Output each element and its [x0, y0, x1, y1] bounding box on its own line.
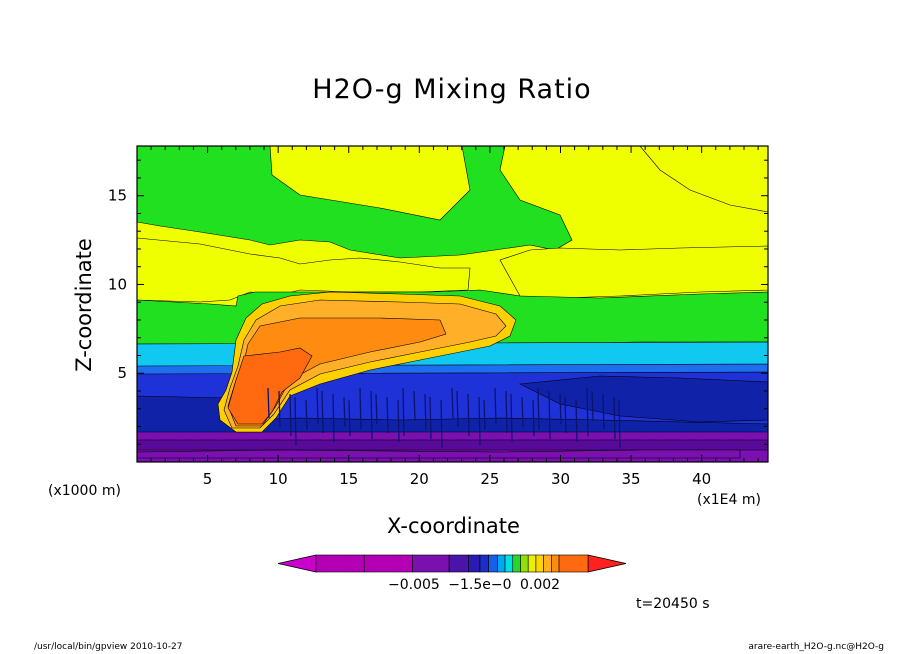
turbulence-line [424, 393, 427, 431]
turbulence-line [564, 396, 567, 434]
colorbar-segment [512, 554, 521, 573]
turbulence-line [537, 387, 540, 431]
colorbar-segment [412, 554, 450, 573]
y-tick-label: 15 [108, 187, 127, 205]
x-tick-label: 5 [203, 470, 213, 488]
colorbar-segment [468, 554, 481, 573]
turbulence-line [451, 387, 454, 419]
turbulence-line [359, 387, 362, 431]
colorbar [277, 554, 627, 573]
contour-field [137, 146, 768, 462]
x-tick-label: 20 [410, 470, 429, 488]
turbulence-line [386, 396, 389, 434]
footer-left: /usr/local/bin/gpview 2010-10-27 [34, 642, 183, 652]
x-tick-label: 10 [269, 470, 288, 488]
turbulence-line [321, 390, 324, 434]
x-tick-label: 30 [551, 470, 570, 488]
turbulence-line [521, 396, 524, 428]
band-green-top [137, 146, 573, 259]
axes: 5 10 15 20 25 30 35 40 5 10 15 [108, 145, 769, 488]
plume-orange-dark [227, 347, 313, 425]
band-purple-bottom [137, 449, 741, 459]
turbulence-line [278, 390, 281, 428]
band-blue-dark-lens [518, 375, 768, 423]
colorbar-segment [520, 554, 529, 573]
x-axis-label: X-coordinate [0, 514, 904, 538]
x-axis-label-text: X-coordinate [387, 514, 520, 538]
colorbar-segment [488, 554, 498, 573]
turbulence-line [575, 399, 578, 443]
turbulence-line [375, 393, 378, 425]
colorbar-segment [551, 554, 560, 573]
band-purple-dark [137, 439, 768, 451]
band-yellow-right-mid [499, 245, 768, 299]
field-layers [137, 146, 768, 462]
colorbar-arrow-left [277, 554, 317, 573]
y-tick-label: 10 [108, 275, 127, 293]
turbulence-line [348, 399, 351, 437]
x-unit-left: (x1000 m) [48, 483, 121, 499]
colorbar-segment [535, 554, 544, 573]
plot-frame [136, 145, 769, 463]
colorbar-segment [527, 554, 537, 573]
turbulence-line [559, 393, 562, 425]
turbulence-line [532, 399, 535, 437]
turbulence-line [478, 396, 481, 446]
turbulence-line [316, 387, 319, 425]
x-tick-label: 40 [692, 470, 711, 488]
turbulence-line [494, 387, 497, 425]
turbulence-line [456, 390, 459, 428]
plume-orange [227, 317, 447, 427]
turbulence-line [429, 396, 432, 440]
turbulence-line [510, 393, 513, 443]
colorbar-arrow-right [587, 554, 627, 573]
x-tick-label: 35 [622, 470, 641, 488]
turbulence-line [332, 393, 335, 443]
turbulence-line [505, 390, 508, 434]
x-tick-label: 25 [480, 470, 499, 488]
colorbar-segment [558, 554, 589, 573]
y-tick-label: 5 [117, 364, 127, 382]
turbulence-line [618, 399, 621, 449]
turbulence-line [370, 390, 373, 440]
turbulence-line [413, 390, 416, 422]
x-unit-right: (x1E4 m) [697, 492, 761, 508]
turbulence-line [483, 399, 486, 431]
colorbar-segment [479, 554, 489, 573]
time-label: t=20450 s [636, 596, 710, 612]
colorbar-segment [363, 554, 413, 573]
turbulence-line [402, 387, 405, 437]
turbulence-line [289, 393, 292, 437]
turbulence-line [613, 396, 616, 440]
turbulence-line [548, 390, 551, 440]
turbulence-line [343, 396, 346, 428]
footer-right: arare-earth_H2O-g.nc@H2O-g [748, 642, 884, 652]
band-yellow-right-top [639, 146, 768, 213]
turbulence-line [586, 387, 589, 437]
turbulence-line [397, 399, 400, 443]
colorbar-segment [543, 554, 552, 573]
band-yellow-left [137, 237, 471, 303]
turbulence-line [294, 396, 297, 446]
turbulence-line [591, 390, 594, 422]
colorbar-segment [448, 554, 469, 573]
colorbar-segment [504, 554, 514, 573]
turbulence-line [467, 393, 470, 437]
x-tick-label: 15 [339, 470, 358, 488]
turbulence-line [602, 393, 605, 431]
turbulence-line [267, 387, 270, 419]
colorbar-segment [497, 554, 506, 573]
chart-title: H2O-g Mixing Ratio [312, 74, 592, 105]
colorbar-labels: −0.005 −1.5e−0 0.002 [388, 577, 561, 593]
colorbar-segment [315, 554, 365, 573]
turbulence-line [305, 399, 308, 431]
